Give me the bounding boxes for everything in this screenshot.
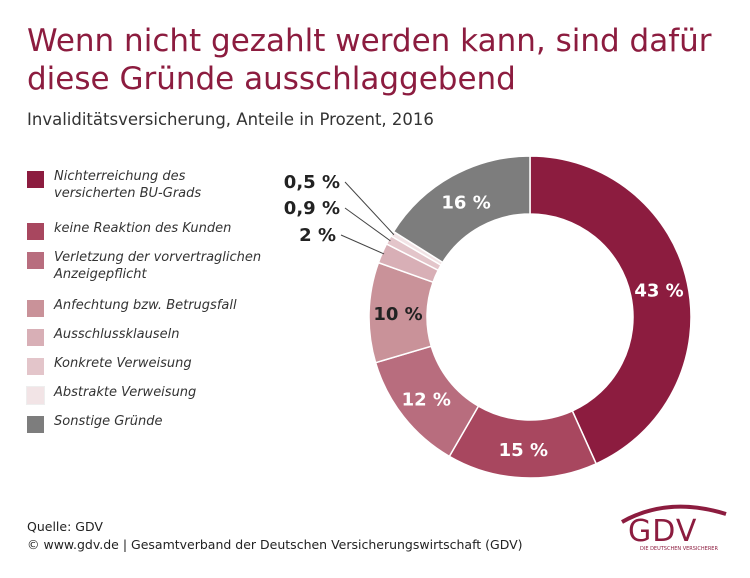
leader-line [344,207,391,242]
data-label: 0,9 % [284,198,340,219]
legend-swatch [27,223,44,240]
data-label: 43 % [634,280,683,301]
data-label: 10 % [373,304,422,325]
legend-swatch [27,171,44,188]
data-label: 15 % [499,440,548,461]
data-label: 0,5 % [284,172,340,193]
donut-slice [392,155,531,264]
legend-swatch [27,300,44,317]
legend-swatch [27,416,44,433]
legend-swatch [27,329,44,346]
data-label: 16 % [441,193,490,214]
leader-line [344,181,395,236]
legend-label: Konkrete Verweisung [54,356,192,371]
legend-label: Sonstige Gründe [54,414,163,429]
legend-swatch [27,358,44,375]
donut-slice [529,155,692,465]
logo-text: GDV [628,514,698,549]
legend-label: keine Reaktion des Kunden [54,221,232,236]
legend-label: Abstrakte Verweisung [54,385,197,400]
gdv-logo: GDV DIE DEUTSCHEN VERSICHERER [618,500,730,558]
legend-label: Anfechtung bzw. Betrugsfall [54,298,237,313]
legend-label: Ausschlussklauseln [54,327,180,342]
legend-label: Nichterreichung des versicherten BU-Grad… [54,169,202,201]
logo-subtext: DIE DEUTSCHEN VERSICHERER [640,546,718,552]
chart-subtitle: Invaliditätsversicherung, Anteile in Pro… [27,110,434,129]
legend-swatch [26,386,45,405]
source-note: Quelle: GDV [27,519,103,534]
chart-title: Wenn nicht gezahlt werden kann, sind daf… [27,23,712,97]
legend-label: Verletzung der vorvertraglichen Anzeigep… [54,250,262,282]
logo-arc-icon [621,504,727,524]
leader-line [340,234,385,255]
data-label: 12 % [402,390,451,411]
legend-swatch [27,252,44,269]
copyright-note: © www.gdv.de | Gesamtverband der Deutsch… [27,537,523,552]
data-label: 2 % [299,225,336,246]
